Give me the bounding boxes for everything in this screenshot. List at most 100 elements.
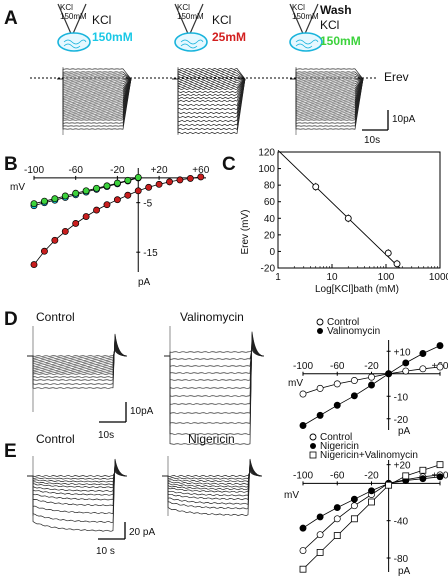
current-trace [57, 78, 132, 89]
current-trace [290, 78, 364, 83]
current-trace [164, 341, 265, 389]
series-line [33, 176, 201, 265]
current-trace [27, 338, 128, 375]
chart-b: -100 -60 -20 +20 +60 -5 -15 [24, 165, 210, 272]
current-trace [172, 76, 246, 80]
data-point [393, 260, 401, 268]
svg-text:150mM: 150mM [292, 12, 319, 21]
d-trace-title-valinomycin: Valinomycin [180, 310, 244, 324]
legend-e-nigericin: Nigericin [320, 441, 359, 452]
x-tick-label: -100 [24, 165, 44, 176]
current-trace [290, 78, 364, 115]
data-point [30, 200, 38, 208]
data-point [350, 515, 358, 523]
pipette-label-1a: KCl [60, 3, 73, 12]
current-trace [27, 458, 128, 532]
current-trace [164, 343, 265, 381]
data-point [350, 377, 358, 384]
y-tick-label: +10 [394, 347, 411, 358]
y-tick-label: -20 [394, 415, 409, 426]
current-trace [172, 78, 246, 122]
x-tick-label: -100 [293, 361, 313, 372]
current-trace [57, 78, 132, 124]
y-tick-label: 60 [264, 197, 276, 208]
current-trace [27, 349, 128, 357]
current-trace [290, 78, 364, 87]
current-trace [290, 78, 364, 117]
data-point [368, 373, 375, 381]
x-tick-label: -20 [110, 165, 125, 176]
current-trace [164, 349, 265, 357]
cond-2-kcl: KCl [212, 13, 231, 27]
data-point [51, 236, 59, 244]
scalebar-e-x: 10 s [96, 546, 115, 557]
chart-d-xlabel: mV [288, 378, 303, 389]
data-point [316, 549, 324, 556]
scalebar-d-y: 10pA [130, 406, 154, 417]
data-point [350, 495, 358, 503]
data-point [299, 547, 307, 554]
data-point [113, 179, 121, 187]
current-trace [290, 78, 364, 93]
current-trace [290, 78, 364, 91]
panel-e-label: E [4, 441, 17, 462]
current-trace [57, 78, 132, 117]
x-tick-label: -20 [364, 470, 379, 481]
current-trace [172, 78, 246, 126]
chart-d-ylabel: pA [398, 426, 411, 437]
current-trace [57, 78, 132, 95]
current-trace [57, 73, 132, 80]
current-trace [290, 75, 364, 80]
data-point [333, 515, 341, 523]
current-trace [290, 78, 364, 124]
data-point [385, 370, 393, 378]
current-trace [290, 78, 364, 95]
data-point [299, 565, 307, 573]
cond-1-kcl: KCl [92, 13, 111, 27]
current-trace [290, 78, 364, 127]
y-tick-label: 100 [258, 164, 275, 175]
y-tick-label: -40 [394, 517, 409, 528]
svg-text:150mM: 150mM [177, 12, 204, 21]
current-trace [172, 78, 246, 82]
current-trace [290, 78, 364, 113]
y-tick-label: -15 [143, 248, 158, 259]
current-trace [57, 75, 132, 80]
chart-c: 120 100 80 60 40 20 0 -201 10 100 1000 [258, 148, 448, 284]
x-tick-label: -60 [68, 165, 83, 176]
current-trace [172, 78, 246, 107]
cond-2-conc: 25mM [212, 30, 246, 44]
current-trace [172, 78, 246, 93]
current-trace [172, 78, 246, 110]
data-point [350, 502, 358, 510]
current-trace [290, 78, 364, 130]
chart-c-ylabel: Erev (mV) [240, 210, 251, 255]
scalebar-e-y: 20 pA [129, 527, 155, 538]
current-trace [290, 78, 364, 97]
current-trace [57, 78, 132, 127]
current-trace [164, 331, 265, 445]
legend-e-control: Control [320, 432, 352, 443]
scalebar-e [98, 522, 126, 540]
y-tick-label: 120 [258, 148, 275, 159]
data-point [61, 227, 69, 235]
data-point [350, 392, 358, 400]
data-point [93, 184, 100, 192]
current-trace [57, 78, 132, 85]
data-point [316, 384, 324, 392]
fit-line [277, 150, 401, 269]
current-trace [290, 78, 364, 111]
data-point [134, 187, 142, 195]
current-trace [164, 334, 265, 424]
x-tick-label: -100 [293, 470, 313, 481]
cond-3-conc: 150mM [320, 34, 361, 48]
current-trace [172, 78, 246, 84]
current-trace [57, 78, 132, 87]
current-trace [290, 73, 364, 80]
data-point [186, 174, 194, 182]
current-trace [27, 471, 128, 477]
current-trace [164, 336, 265, 414]
data-point [333, 504, 341, 512]
legend-e [309, 433, 317, 459]
current-trace [290, 78, 364, 121]
